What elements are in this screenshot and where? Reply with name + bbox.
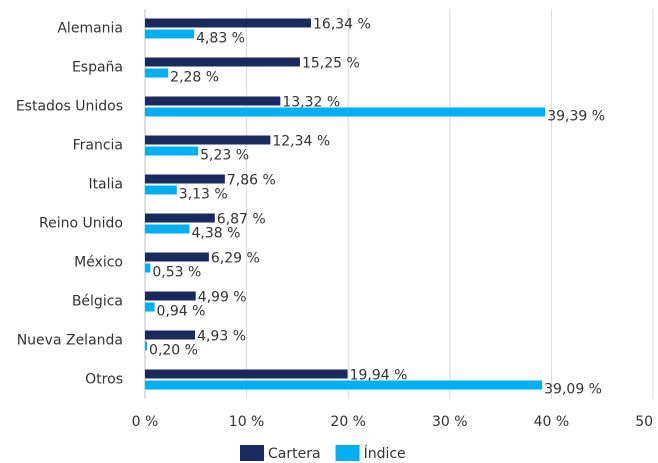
legend-label: Índice (364, 445, 406, 462)
y-tick-label: Otros (85, 372, 123, 388)
data-label: 0,53 % (152, 265, 201, 281)
y-tick-label: Reino Unido (39, 216, 123, 232)
data-label: 0,94 % (157, 304, 206, 320)
data-label: 12,34 % (272, 134, 330, 150)
data-label: 19,94 % (350, 368, 408, 384)
x-tick-label: 10 % (229, 414, 265, 430)
data-label: 0,20 % (149, 343, 198, 359)
data-label: 39,39 % (547, 109, 605, 125)
data-label: 39,09 % (544, 382, 602, 398)
bar (145, 185, 177, 195)
data-label: 7,86 % (227, 173, 276, 189)
legend-label: Cartera (268, 446, 321, 462)
bar (145, 252, 209, 262)
bar (145, 18, 312, 28)
bar (145, 174, 225, 184)
y-tick-label: Estados Unidos (16, 99, 123, 115)
bar (145, 341, 148, 351)
bar (145, 369, 348, 379)
bar (145, 29, 195, 39)
data-label: 4,99 % (198, 290, 247, 306)
data-label: 4,83 % (196, 31, 245, 47)
y-tick-label: Bélgica (72, 294, 123, 310)
data-label: 15,25 % (302, 56, 360, 72)
bar (145, 302, 155, 312)
data-label: 5,23 % (200, 148, 249, 164)
bar (145, 330, 196, 340)
bar (145, 96, 281, 106)
data-label: 6,29 % (211, 251, 260, 267)
bar (145, 291, 196, 301)
y-tick-label: Alemania (57, 21, 123, 37)
x-tick-label: 40 % (534, 414, 570, 430)
bar (145, 213, 215, 223)
bar (145, 68, 169, 78)
data-label: 16,34 % (313, 17, 371, 33)
x-tick-label: 30 % (432, 414, 468, 430)
data-label: 13,32 % (282, 95, 340, 111)
data-label: 4,38 % (192, 226, 241, 242)
y-tick-label: Nueva Zelanda (17, 333, 123, 349)
y-tick-label: Francia (73, 138, 123, 154)
bar (145, 380, 543, 390)
x-tick-label: 50 % (635, 414, 658, 430)
data-label: 6,87 % (217, 212, 266, 228)
bar (145, 107, 546, 117)
bar (145, 146, 199, 156)
y-tick-label: Italia (88, 177, 123, 193)
bar (145, 263, 151, 273)
bar (145, 135, 271, 145)
y-tick-label: México (74, 255, 123, 271)
y-tick-label: España (72, 60, 123, 76)
legend-swatch (240, 445, 264, 461)
data-label: 3,13 % (179, 187, 228, 203)
bar (145, 57, 300, 67)
data-label: 4,93 % (197, 329, 246, 345)
x-tick-label: 0 % (132, 414, 159, 430)
legend-swatch (335, 445, 360, 461)
x-tick-label: 20 % (330, 414, 366, 430)
data-label: 2,28 % (170, 70, 219, 86)
bar (145, 224, 190, 234)
